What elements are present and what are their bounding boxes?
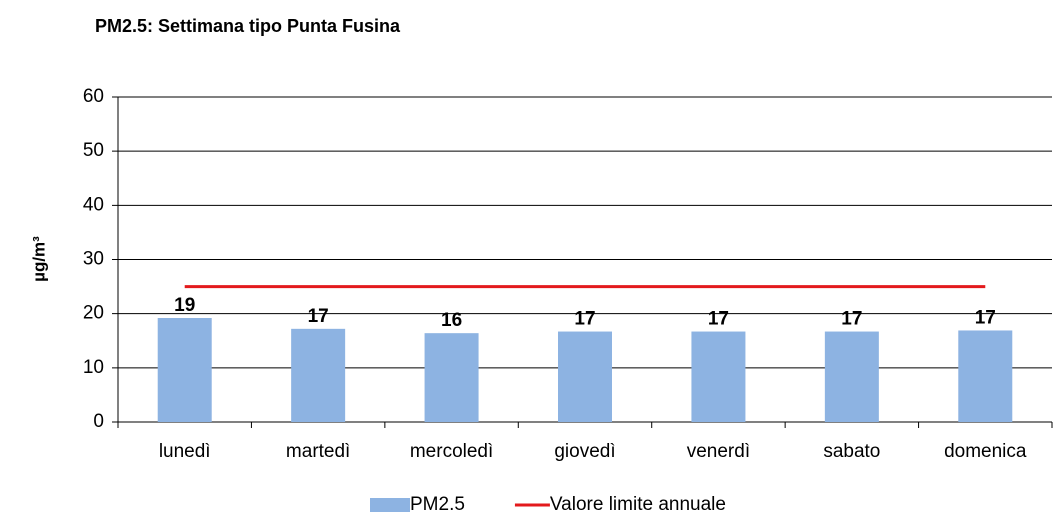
bar [558,331,612,422]
x-tick-label: venerdì [687,441,750,462]
legend-label: Valore limite annuale [550,494,726,515]
x-tick-label: mercoledì [410,441,493,462]
bar [958,330,1013,422]
y-tick-label: 30 [83,249,104,270]
bar [424,333,479,422]
bar [824,331,879,422]
y-tick-label: 60 [83,86,104,107]
y-tick-label: 20 [83,303,104,324]
value-label: 17 [574,309,595,330]
x-tick-label: domenica [944,441,1027,462]
value-label: 17 [841,309,862,330]
bar [691,331,746,422]
x-tick-label: lunedì [159,441,211,462]
value-label: 16 [441,310,462,331]
value-label: 17 [708,309,729,330]
x-tick-label: sabato [823,441,880,462]
y-tick-label: 10 [83,357,104,378]
x-tick-label: giovedì [554,441,615,462]
value-label: 17 [975,307,996,328]
y-tick-label: 0 [93,411,104,432]
x-tick-label: martedì [286,441,350,462]
legend-label: PM2.5 [410,494,465,515]
chart-title: PM2.5: Settimana tipo Punta Fusina [95,16,401,36]
y-tick-label: 50 [83,140,104,161]
legend-swatch [370,498,410,512]
bar [291,328,346,422]
y-tick-label: 40 [83,194,104,215]
value-label: 19 [174,295,195,316]
y-axis-label: µg/m³ [29,236,48,282]
bar [157,318,212,422]
value-label: 17 [308,306,329,327]
